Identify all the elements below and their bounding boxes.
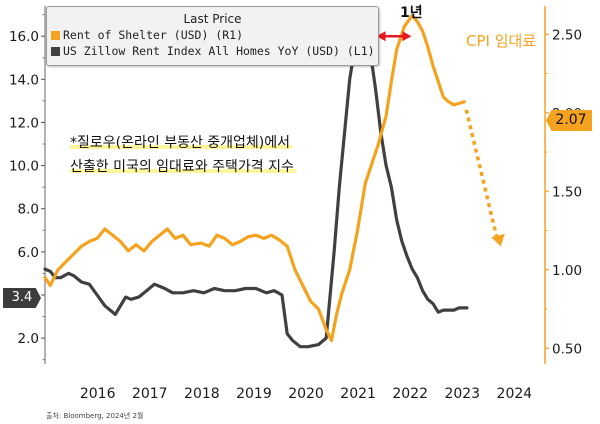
series-layer xyxy=(43,13,469,349)
zillow-note: *질로우(온라인 부동산 중개업체)에서 산출한 미국의 임대료와 주택가격 지… xyxy=(70,131,296,179)
left-tick-label: 12.0 xyxy=(9,115,39,131)
legend-label-rent-of-shelter: Rent of Shelter (USD) (R1) xyxy=(63,28,244,42)
x-tick-label: 2021 xyxy=(340,386,376,402)
x-tick-label: 2022 xyxy=(392,386,428,402)
x-tick-label: 2017 xyxy=(132,386,168,402)
left-tick-label: 10.0 xyxy=(9,159,39,175)
left-tick-label: 14.0 xyxy=(9,72,39,88)
forecast-arrow-head xyxy=(491,233,505,247)
legend: Last Price Rent of Shelter (USD) (R1) US… xyxy=(46,6,379,66)
right-tick-label: 0.50 xyxy=(552,341,582,357)
right-tick-label: 1.50 xyxy=(552,184,582,200)
cpi-rent-label: CPI 임대료 xyxy=(466,32,537,50)
note-line-2: 산출한 미국의 임대료와 주택가격 지수 xyxy=(70,159,296,175)
zillow-rent-line xyxy=(43,32,469,349)
right-tick-label: 1.00 xyxy=(552,263,582,279)
source-note: 출처: Bloomberg, 2024년 2월 xyxy=(46,412,144,420)
legend-label-zillow: US Zillow Rent Index All Homes YoY (USD)… xyxy=(63,44,375,58)
rent-of-shelter-line xyxy=(43,13,466,342)
lag-arrow-head-right xyxy=(402,31,412,42)
lag-arrow-head-left xyxy=(376,31,386,42)
x-tick-label: 2018 xyxy=(184,386,220,402)
left-tick-label: 8.0 xyxy=(18,202,39,218)
x-tick-label: 2023 xyxy=(444,386,480,402)
legend-title: Last Price xyxy=(183,12,242,26)
x-tick-label: 2019 xyxy=(236,386,272,402)
x-tick-label: 2016 xyxy=(80,386,116,402)
last-value-badge-shelter: 2.07 xyxy=(546,110,592,131)
lag-label: 1년 xyxy=(400,5,423,21)
right-axis: 0.501.001.502.002.50 xyxy=(544,6,582,364)
x-tick-label: 2024 xyxy=(497,386,533,402)
x-tick-label: 2020 xyxy=(288,386,324,402)
legend-swatch-orange xyxy=(51,30,60,40)
right-tick-label: 2.50 xyxy=(552,27,582,43)
x-axis: 2016 2017 2018 2019 2020 2021 2022 2023 2024 xyxy=(80,386,532,402)
annotation-layer xyxy=(376,31,505,247)
last-value-badge-zillow: 3.4 xyxy=(3,288,41,308)
legend-swatch-gray xyxy=(51,46,60,56)
left-tick-label: 16.0 xyxy=(9,29,39,45)
left-axis: 2.04.06.08.010.012.014.016.0 xyxy=(9,6,46,364)
forecast-dotted-arrow xyxy=(464,109,499,238)
legend-entry-rent-of-shelter: Rent of Shelter (USD) (R1) xyxy=(51,28,243,42)
note-line-1: *질로우(온라인 부동산 중개업체)에서 xyxy=(70,135,293,151)
left-tick-label: 2.0 xyxy=(18,331,39,347)
left-tick-label: 6.0 xyxy=(18,245,39,261)
legend-entry-zillow: US Zillow Rent Index All Homes YoY (USD)… xyxy=(51,44,375,58)
